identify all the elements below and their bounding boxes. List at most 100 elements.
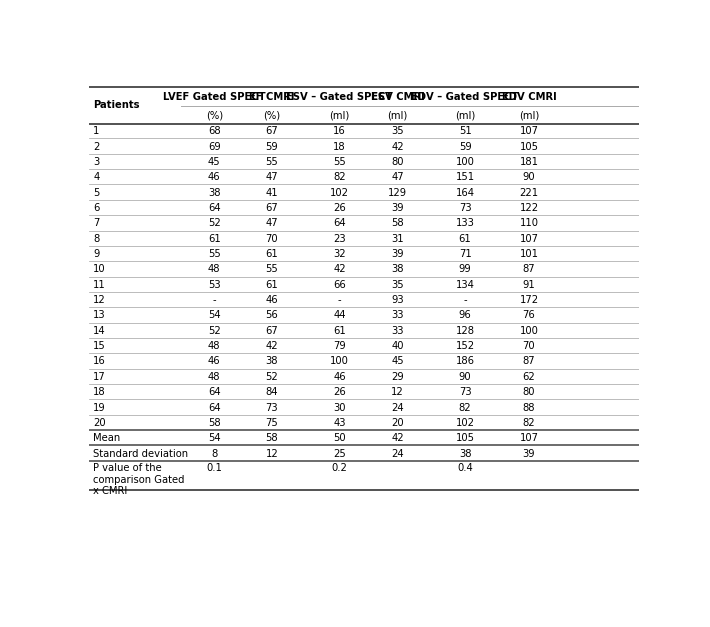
Text: 16: 16 xyxy=(333,126,346,136)
Text: Standard deviation: Standard deviation xyxy=(93,448,188,458)
Text: 24: 24 xyxy=(391,448,404,458)
Text: 12: 12 xyxy=(266,448,278,458)
Text: 107: 107 xyxy=(520,126,538,136)
Text: 128: 128 xyxy=(456,326,474,336)
Text: 38: 38 xyxy=(391,265,404,275)
Text: 82: 82 xyxy=(334,172,346,182)
Text: 61: 61 xyxy=(459,234,471,244)
Text: 55: 55 xyxy=(208,249,221,259)
Text: 59: 59 xyxy=(266,142,278,152)
Text: 186: 186 xyxy=(456,357,474,367)
Text: 39: 39 xyxy=(523,448,535,458)
Text: 67: 67 xyxy=(266,326,278,336)
Text: 82: 82 xyxy=(459,403,471,413)
Text: (ml): (ml) xyxy=(388,111,408,121)
Text: 55: 55 xyxy=(266,157,278,167)
Text: 46: 46 xyxy=(208,172,221,182)
Text: 42: 42 xyxy=(334,265,346,275)
Text: 58: 58 xyxy=(391,218,404,228)
Text: 105: 105 xyxy=(520,142,538,152)
Text: 41: 41 xyxy=(266,187,278,198)
Text: 8: 8 xyxy=(93,234,99,244)
Text: ESV – Gated SPECT: ESV – Gated SPECT xyxy=(286,92,393,102)
Text: 38: 38 xyxy=(459,448,471,458)
Text: 87: 87 xyxy=(523,357,535,367)
Text: 9: 9 xyxy=(93,249,99,259)
Text: ESV CMRI: ESV CMRI xyxy=(371,92,425,102)
Text: 67: 67 xyxy=(266,126,278,136)
Text: 6: 6 xyxy=(93,203,99,213)
Text: 5: 5 xyxy=(93,187,99,198)
Text: 55: 55 xyxy=(266,265,278,275)
Text: 56: 56 xyxy=(266,310,278,320)
Text: (ml): (ml) xyxy=(455,111,475,121)
Text: 18: 18 xyxy=(93,387,106,397)
Text: 39: 39 xyxy=(391,203,404,213)
Text: 71: 71 xyxy=(459,249,471,259)
Text: 164: 164 xyxy=(456,187,474,198)
Text: Patients: Patients xyxy=(93,100,140,110)
Text: 24: 24 xyxy=(391,403,404,413)
Text: 99: 99 xyxy=(459,265,471,275)
Text: 82: 82 xyxy=(523,418,535,428)
Text: 32: 32 xyxy=(334,249,346,259)
Text: 42: 42 xyxy=(391,142,404,152)
Text: 67: 67 xyxy=(266,203,278,213)
Text: 96: 96 xyxy=(459,310,471,320)
Text: -: - xyxy=(464,295,467,305)
Text: 75: 75 xyxy=(266,418,278,428)
Text: 61: 61 xyxy=(333,326,346,336)
Text: (ml): (ml) xyxy=(329,111,350,121)
Text: 68: 68 xyxy=(208,126,221,136)
Text: 46: 46 xyxy=(266,295,278,305)
Text: 181: 181 xyxy=(520,157,538,167)
Text: EF CMRI: EF CMRI xyxy=(249,92,295,102)
Text: 70: 70 xyxy=(523,341,535,351)
Text: 3: 3 xyxy=(93,157,99,167)
Text: 73: 73 xyxy=(459,203,471,213)
Text: 52: 52 xyxy=(266,372,278,382)
Text: 58: 58 xyxy=(266,433,278,443)
Text: 45: 45 xyxy=(391,357,404,367)
Text: 88: 88 xyxy=(523,403,535,413)
Text: 47: 47 xyxy=(391,172,404,182)
Text: 54: 54 xyxy=(208,433,221,443)
Text: 90: 90 xyxy=(523,172,535,182)
Text: 93: 93 xyxy=(391,295,404,305)
Text: 102: 102 xyxy=(330,187,349,198)
Text: 15: 15 xyxy=(93,341,106,351)
Text: 35: 35 xyxy=(391,280,404,290)
Text: 122: 122 xyxy=(520,203,538,213)
Text: 64: 64 xyxy=(208,203,221,213)
Text: 12: 12 xyxy=(391,387,404,397)
Text: 100: 100 xyxy=(520,326,538,336)
Text: 26: 26 xyxy=(333,387,346,397)
Text: 221: 221 xyxy=(520,187,538,198)
Text: 40: 40 xyxy=(391,341,404,351)
Text: 133: 133 xyxy=(456,218,474,228)
Text: 1: 1 xyxy=(93,126,99,136)
Text: 48: 48 xyxy=(208,372,221,382)
Text: 87: 87 xyxy=(523,265,535,275)
Text: 30: 30 xyxy=(334,403,346,413)
Text: 25: 25 xyxy=(333,448,346,458)
Text: 66: 66 xyxy=(333,280,346,290)
Text: 33: 33 xyxy=(391,310,404,320)
Text: 51: 51 xyxy=(459,126,471,136)
Text: 105: 105 xyxy=(456,433,474,443)
Text: 38: 38 xyxy=(208,187,221,198)
Text: 0.1: 0.1 xyxy=(207,463,222,473)
Text: 23: 23 xyxy=(334,234,346,244)
Text: 31: 31 xyxy=(391,234,404,244)
Text: 45: 45 xyxy=(208,157,221,167)
Text: 76: 76 xyxy=(523,310,535,320)
Text: 129: 129 xyxy=(388,187,407,198)
Text: 73: 73 xyxy=(266,403,278,413)
Text: 80: 80 xyxy=(391,157,404,167)
Text: 10: 10 xyxy=(93,265,106,275)
Text: 16: 16 xyxy=(93,357,106,367)
Text: 54: 54 xyxy=(208,310,221,320)
Text: 61: 61 xyxy=(266,280,278,290)
Text: 47: 47 xyxy=(266,218,278,228)
Text: 48: 48 xyxy=(208,265,221,275)
